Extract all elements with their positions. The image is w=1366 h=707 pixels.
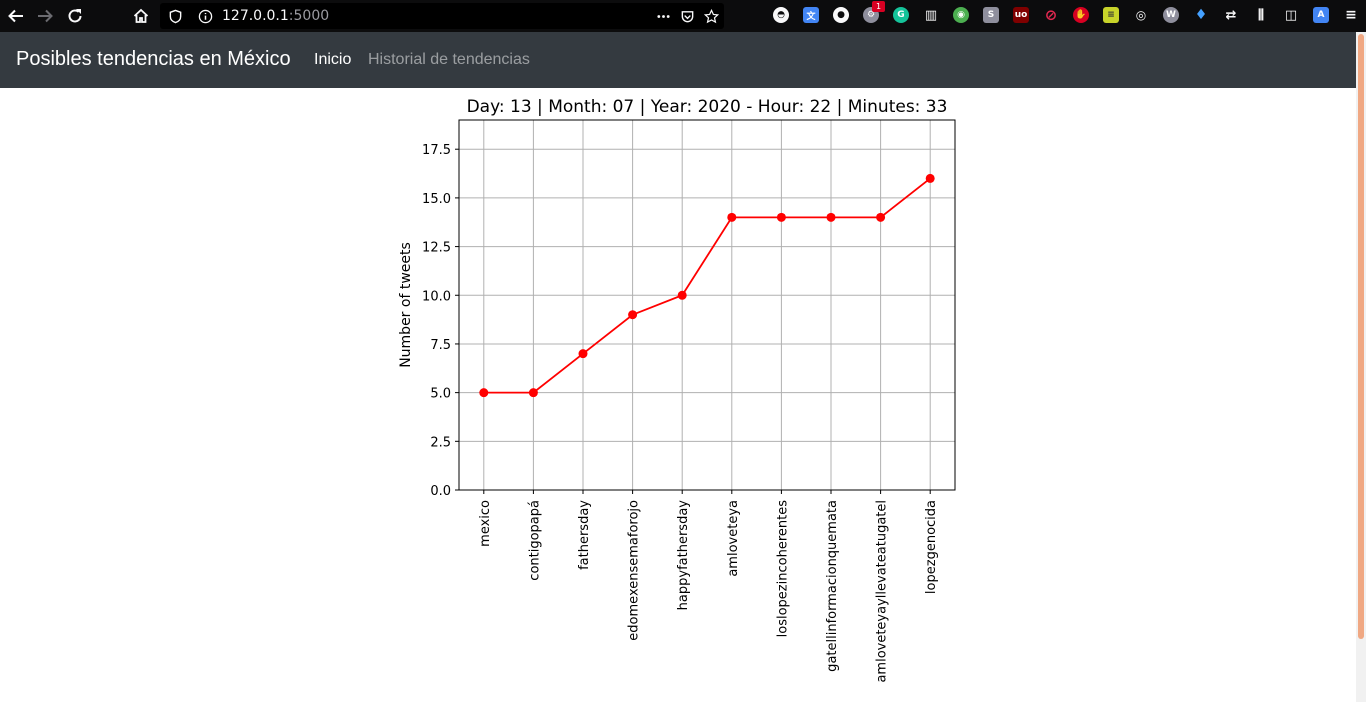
chrome-like-icon[interactable]: ◉ xyxy=(953,7,969,23)
library-icon[interactable]: ⫼ xyxy=(1258,7,1264,23)
data-point xyxy=(925,173,935,183)
block-icon[interactable]: ⊘ xyxy=(1044,6,1058,24)
trends-chart: Day: 13 | Month: 07 | Year: 2020 - Hour:… xyxy=(380,88,980,702)
data-point xyxy=(776,212,786,222)
y-tick-label: 0.0 xyxy=(430,484,451,499)
x-tick-label: loslopezincoherentes xyxy=(775,500,790,638)
page-actions-icon[interactable] xyxy=(654,7,672,25)
nav-link-inicio[interactable]: Inicio xyxy=(314,51,352,68)
url-host: 127.0.0.1 xyxy=(222,8,289,24)
back-button[interactable] xyxy=(4,4,28,28)
x-tick-label: gatellinformacionquemata xyxy=(825,500,840,672)
data-point xyxy=(479,388,489,398)
x-tick-label: mexico xyxy=(478,500,493,547)
extension-mask-icon[interactable]: ◓ xyxy=(773,7,789,23)
sidebar-icon[interactable]: ◫ xyxy=(1284,7,1298,23)
data-point xyxy=(578,349,588,359)
grammarly-icon[interactable]: G xyxy=(893,7,909,23)
home-button[interactable] xyxy=(129,4,153,28)
spy-glasses-icon[interactable]: ◎ xyxy=(1135,8,1147,22)
data-point xyxy=(727,212,737,222)
x-tick-label: lopezgenocida xyxy=(924,500,939,594)
x-tick-label: amloveteyayllevateatugatel xyxy=(875,500,890,683)
back-arrow-icon xyxy=(8,9,23,23)
y-tick-label: 15.0 xyxy=(422,192,451,207)
google-translate-icon[interactable]: 文 xyxy=(803,7,819,23)
series-line xyxy=(483,177,931,394)
chart-axes: 0.0 2.5 5.0 7.5 10.0 12.5 15.0 17.5 mexico contig… xyxy=(422,119,956,683)
diamond-icon[interactable]: ♦ xyxy=(1194,7,1208,23)
x-tick-label: amloveteya xyxy=(726,500,741,577)
chat-bubble-icon[interactable]: ● xyxy=(833,7,849,23)
url-bar[interactable]: 127.0.0.1:5000 xyxy=(160,3,724,29)
chart-y-axis-label: Number of tweets xyxy=(398,242,414,368)
extension-badge: 1 xyxy=(872,1,885,12)
s-extension-icon[interactable]: S xyxy=(983,7,999,23)
tracking-shield-icon[interactable] xyxy=(166,7,184,25)
data-point xyxy=(677,290,687,300)
account-switch-icon[interactable]: ⇄ xyxy=(1225,7,1237,23)
forward-button[interactable] xyxy=(33,4,57,28)
navbar-brand[interactable]: Posibles tendencias en México xyxy=(16,48,291,70)
translate-page-icon[interactable]: A xyxy=(1313,7,1329,23)
data-point xyxy=(528,388,538,398)
hamburger-menu-icon[interactable]: ≡ xyxy=(1345,7,1357,23)
y-tick-label: 12.5 xyxy=(422,241,451,256)
chart-series xyxy=(479,173,935,398)
site-info-icon[interactable] xyxy=(196,7,214,25)
data-point xyxy=(628,310,638,320)
stop-hand-icon[interactable]: ✋ xyxy=(1073,7,1089,23)
y-tick-label: 10.0 xyxy=(422,289,451,304)
bookmark-star-icon[interactable] xyxy=(702,7,720,25)
page-scrollbar-thumb[interactable] xyxy=(1358,34,1364,639)
y-tick-label: 2.5 xyxy=(430,435,451,450)
trends-chart-svg: Day: 13 | Month: 07 | Year: 2020 - Hour:… xyxy=(398,97,956,683)
nav-link-historial[interactable]: Historial de tendencias xyxy=(368,51,530,68)
reload-button[interactable] xyxy=(63,4,87,28)
data-point xyxy=(826,212,836,222)
ublock-origin-icon[interactable]: uo xyxy=(1013,7,1029,23)
forward-arrow-icon xyxy=(38,9,53,23)
y-tick-label: 7.5 xyxy=(430,338,451,353)
note-extension-icon[interactable]: ≡ xyxy=(1103,7,1119,23)
reload-icon xyxy=(68,9,82,23)
y-tick-label: 5.0 xyxy=(430,387,451,402)
chart-title: Day: 13 | Month: 07 | Year: 2020 - Hour:… xyxy=(467,97,948,117)
x-tick-label: happyfathersday xyxy=(676,500,691,611)
fence-icon[interactable]: ▥ xyxy=(924,7,938,23)
x-tick-label: contigopapá xyxy=(527,500,542,581)
x-tick-label: fathersday xyxy=(577,500,592,570)
app-navbar: Posibles tendencias en México Inicio His… xyxy=(0,32,1356,88)
home-icon xyxy=(133,8,149,23)
w-extension-icon[interactable]: W xyxy=(1163,7,1179,23)
plot-frame xyxy=(458,119,956,491)
url-text[interactable]: 127.0.0.1:5000 xyxy=(222,8,329,24)
url-port: :5000 xyxy=(288,8,330,24)
data-point xyxy=(876,212,886,222)
y-tick-label: 17.5 xyxy=(422,143,451,158)
x-tick-label: edomexensemaforojo xyxy=(627,500,642,641)
pocket-icon[interactable] xyxy=(678,7,696,25)
chart-grid xyxy=(459,120,955,491)
browser-toolbar: 127.0.0.1:5000 ◓ 文 ● ⚙ 1 G ▥ ◉ S uo ⊘ ✋ … xyxy=(0,0,1366,32)
